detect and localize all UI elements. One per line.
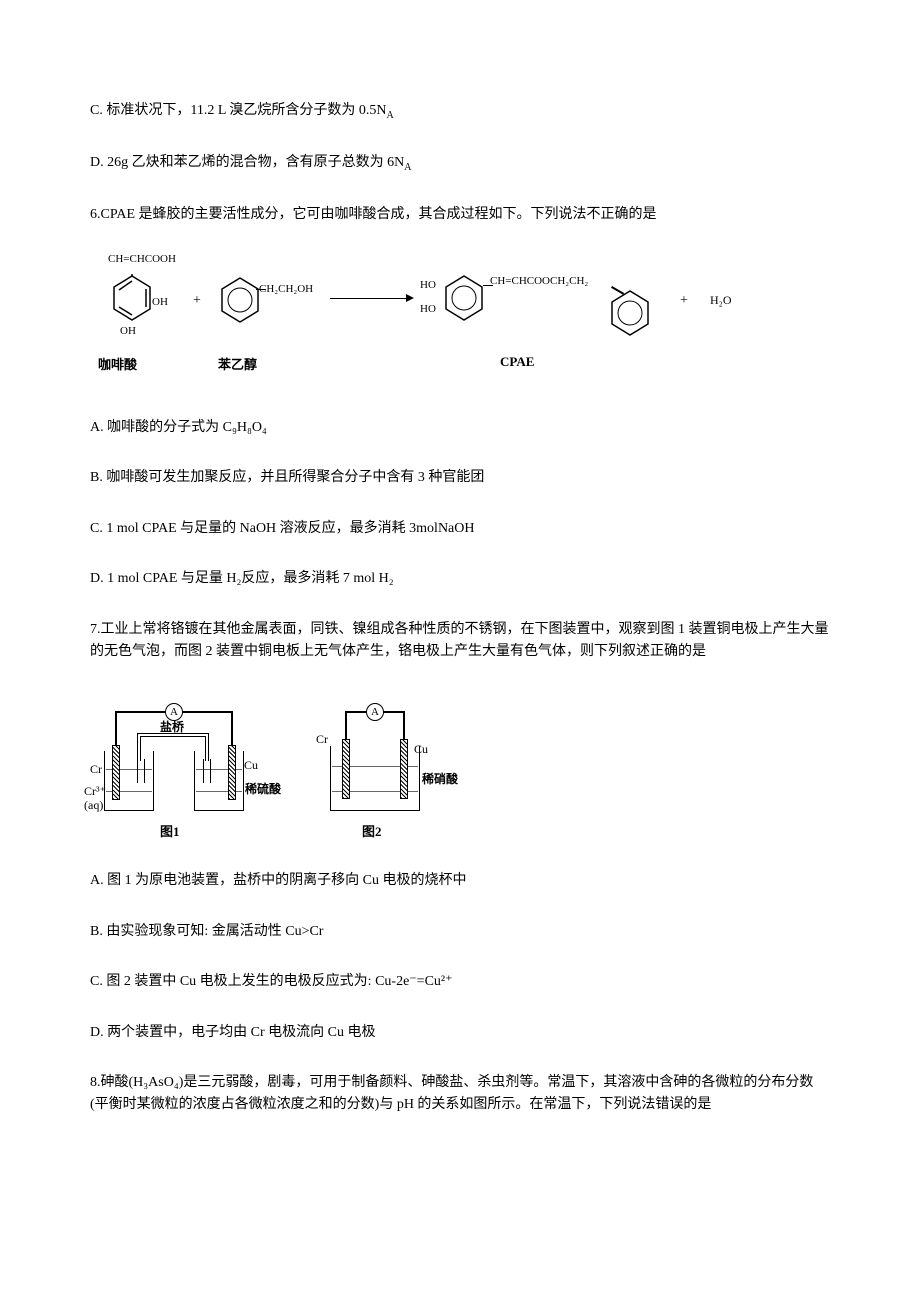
q6-option-a: A. 咖啡酸的分子式为 C₉H₈O₄	[90, 417, 830, 439]
mol3-caption: CPAE	[500, 354, 534, 370]
salt-bridge-icon	[137, 733, 209, 761]
fig2-ammeter: A	[366, 703, 384, 721]
fig2-electrode-cr	[342, 739, 350, 799]
mol1-top-label: CH=CHCOOH	[108, 254, 176, 265]
arrow-head-icon	[406, 294, 414, 302]
mol3-chain: CH=CHCOOCH₂CH₂	[490, 276, 588, 287]
q8-stem: 8.砷酸(H₃AsO₄)是三元弱酸，剧毒，可用于制备颜料、砷酸盐、杀虫剂等。常温…	[90, 1072, 830, 1117]
fig1-label-cu: Cu	[244, 759, 258, 771]
fig1-caption: 图1	[160, 821, 180, 840]
q5-option-c-text: C. 标准状况下，11.2 L 溴乙烷所含分子数为 0.5N	[90, 103, 386, 118]
q7-option-b: B. 由实验现象可知: 金属活动性 Cu>Cr	[90, 921, 830, 943]
plus2: +	[680, 294, 688, 308]
fig2-caption: 图2	[362, 821, 382, 840]
water: H₂O	[710, 294, 732, 306]
q6-stem: 6.CPAE 是蜂胶的主要活性成分，它可由咖啡酸合成，其合成过程如下。下列说法不…	[90, 204, 830, 226]
benzene-icon-3	[442, 274, 486, 324]
fig2-label-cr: Cr	[316, 733, 328, 745]
q7-stem: 7.工业上常将铬镀在其他金属表面，同铁、镍组成各种性质的不锈钢，在下图装置中，观…	[90, 619, 830, 664]
q5-option-c-sub: A	[386, 110, 393, 121]
mol2-side: CH₂CH₂OH	[259, 284, 313, 295]
benzene-icon-1	[110, 274, 154, 324]
q5-option-d-sub: A	[404, 162, 411, 173]
q6-option-c: C. 1 mol CPAE 与足量的 NaOH 溶液反应，最多消耗 3molNa…	[90, 518, 830, 540]
reaction-scheme: CH=CHCOOH OH OH 咖啡酸 + CH₂CH₂OH 苯乙醇	[90, 254, 830, 399]
q7-option-a: A. 图 1 为原电池装置，盐桥中的阴离子移向 Cu 电极的烧杯中	[90, 870, 830, 892]
fig1-label-cr3: Cr³⁺	[84, 785, 106, 797]
q7-option-c: C. 图 2 装置中 Cu 电极上发生的电极反应式为: Cu-2e⁻=Cu²⁺	[90, 971, 830, 993]
benzene-icon-2	[218, 276, 262, 326]
mol1-oh2: OH	[120, 326, 136, 337]
fig1-label-h2so4: 稀硫酸	[245, 783, 281, 795]
mol1-oh1: OH	[152, 297, 168, 308]
fig2-label-cu: Cu	[414, 743, 428, 755]
fig2-label-hno3: 稀硝酸	[422, 773, 458, 785]
q7-option-d: D. 两个装置中，电子均由 Cr 电极流向 Cu 电极	[90, 1022, 830, 1044]
mol2-caption: 苯乙醇	[218, 354, 257, 373]
q5-option-c: C. 标准状况下，11.2 L 溴乙烷所含分子数为 0.5NA	[90, 100, 830, 124]
fig1-ammeter: A	[165, 703, 183, 721]
q5-option-d-text: D. 26g 乙炔和苯乙烯的混合物，含有原子总数为 6N	[90, 155, 404, 170]
q5-option-d: D. 26g 乙炔和苯乙烯的混合物，含有原子总数为 6NA	[90, 152, 830, 176]
benzene-icon-4	[608, 289, 652, 339]
mol3-ho2: HO	[420, 304, 436, 315]
fig1-electrode-cr	[112, 745, 120, 800]
q6-option-d: D. 1 mol CPAE 与足量 H₂反应，最多消耗 7 mol H₂	[90, 568, 830, 590]
fig1-label-salt-bridge: 盐桥	[160, 721, 184, 733]
fig1-label-aq: (aq)	[84, 799, 103, 811]
fig2-electrode-cu	[400, 739, 408, 799]
plus1: +	[193, 294, 201, 308]
arrow-line	[330, 298, 408, 300]
mol1-caption: 咖啡酸	[98, 354, 137, 373]
fig1-electrode-cu	[228, 745, 236, 800]
mol3-ho1: HO	[420, 280, 436, 291]
device-diagram: A Cr Cu Cr³⁺ (aq) 盐桥 稀硫酸 图1 A Cr Cu 稀硝酸 …	[90, 691, 470, 846]
q6-option-b: B. 咖啡酸可发生加聚反应，并且所得聚合分子中含有 3 种官能团	[90, 467, 830, 489]
fig1-label-cr: Cr	[90, 763, 102, 775]
